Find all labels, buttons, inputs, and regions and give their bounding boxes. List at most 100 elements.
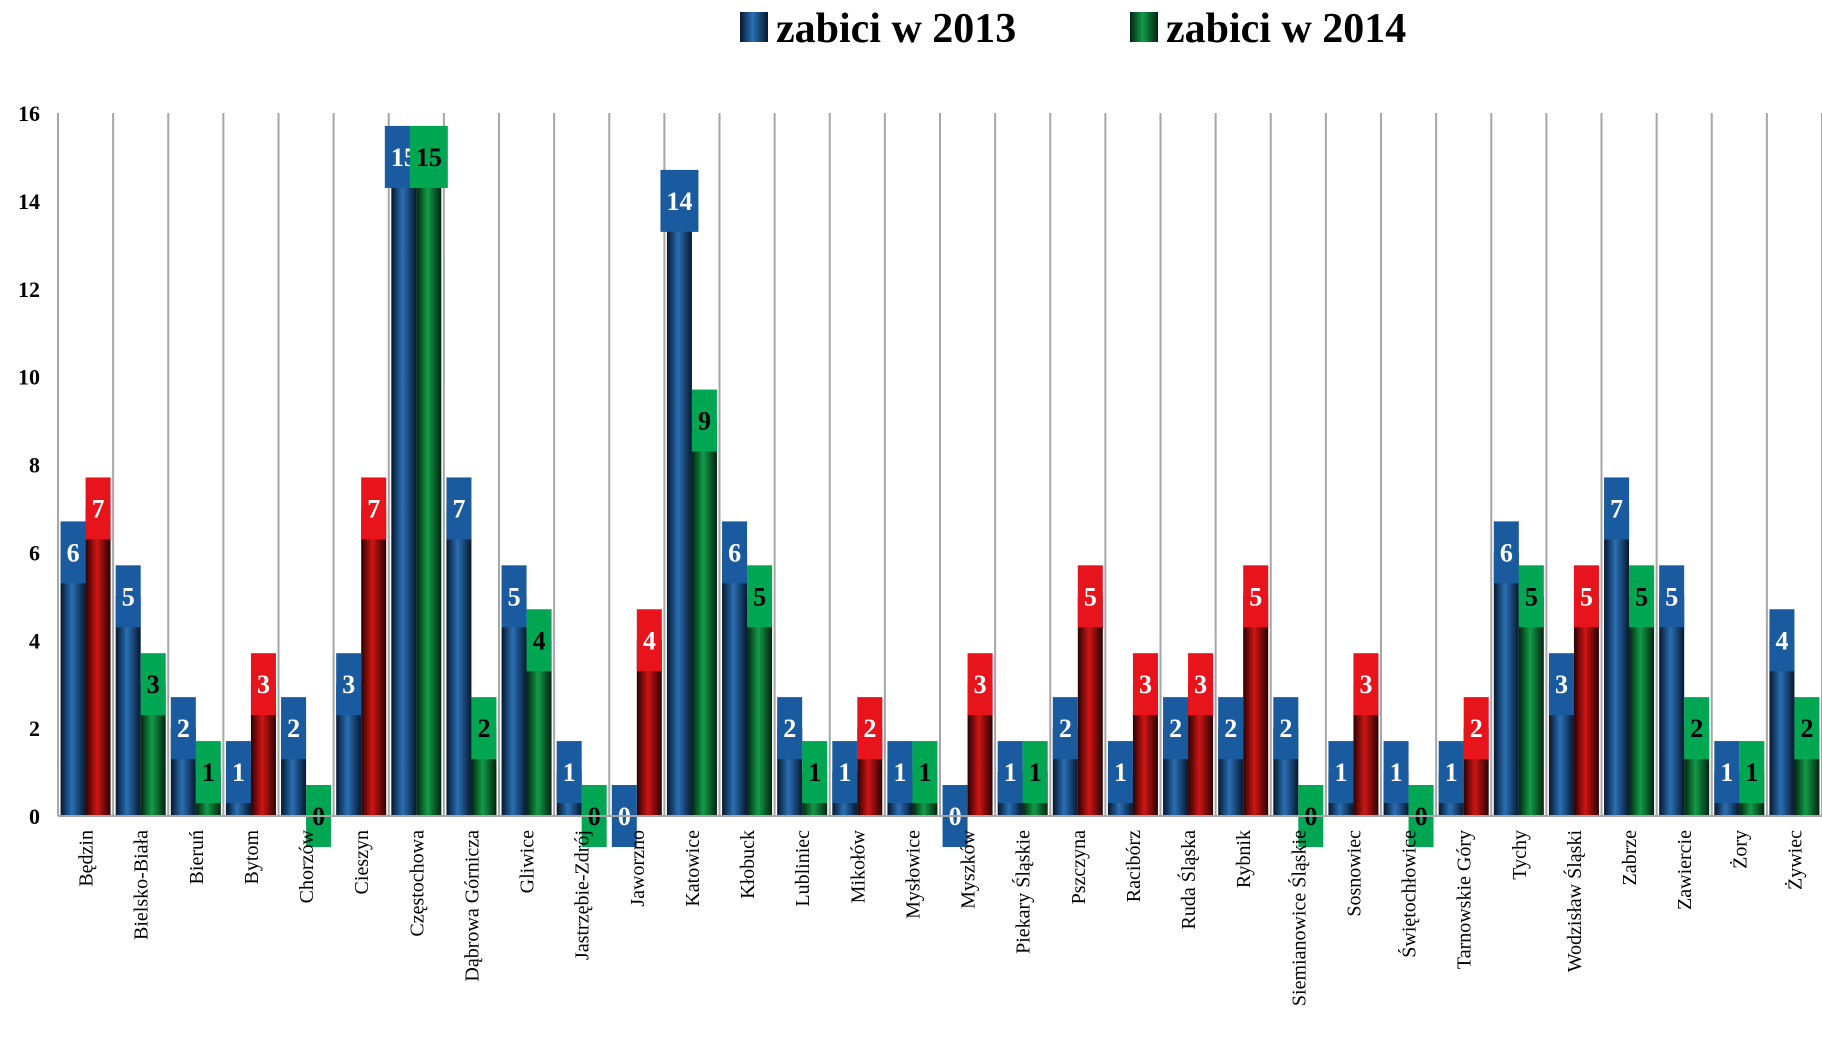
category-label-6: Częstochowa — [406, 830, 428, 937]
data-label-bg-2013-25 — [1438, 741, 1464, 804]
bar-2013-29 — [1659, 596, 1685, 816]
data-label-bg-2013-21 — [1218, 697, 1244, 760]
category-label-29: Zawiercie — [1674, 830, 1696, 910]
data-label-bg-2014-23 — [1353, 653, 1379, 716]
data-label-bg-2014-15 — [912, 741, 938, 804]
bar-2013-11 — [666, 200, 692, 816]
data-label-2013-4: 2 — [287, 714, 300, 743]
bar-2014-27 — [1573, 596, 1599, 816]
y-tick-label-2: 2 — [29, 716, 40, 741]
bar-2013-1 — [115, 596, 141, 816]
data-label-2014-7: 2 — [477, 714, 490, 743]
category-label-23: Sosnowiec — [1343, 830, 1365, 917]
data-label-2013-0: 6 — [67, 538, 80, 567]
category-label-24: Świętochłowice — [1397, 830, 1421, 958]
legend-item-2014: zabici w 2014 — [1130, 6, 1406, 52]
legend-label-2014: zabici w 2014 — [1166, 6, 1406, 52]
data-label-2013-5: 3 — [342, 670, 355, 699]
y-tick-label-14: 14 — [18, 189, 40, 214]
data-label-2014-29: 2 — [1690, 714, 1703, 743]
data-label-2013-12: 6 — [728, 538, 741, 567]
bar-2014-11 — [691, 420, 717, 816]
category-label-3: Bytom — [241, 830, 263, 885]
data-label-bg-2014-6 — [409, 125, 448, 188]
data-label-bg-2013-8 — [501, 565, 527, 628]
data-label-bg-2013-19 — [1107, 741, 1133, 804]
category-label-13: Lubliniec — [792, 830, 814, 907]
bar-2013-6 — [391, 156, 417, 816]
data-label-2014-21: 5 — [1249, 582, 1262, 611]
data-label-bg-2014-1 — [140, 653, 166, 716]
data-label-2014-27: 5 — [1580, 582, 1593, 611]
category-label-2: Bieruń — [186, 830, 208, 884]
data-label-bg-2013-5 — [336, 653, 362, 716]
category-label-9: Jastrzębie-Zdrój — [572, 830, 594, 960]
category-label-15: Mysłowice — [902, 830, 924, 919]
data-label-2013-28: 7 — [1610, 494, 1623, 523]
data-label-2014-20: 3 — [1194, 670, 1207, 699]
data-label-bg-2014-14 — [857, 697, 883, 760]
data-label-2013-30: 1 — [1720, 758, 1733, 787]
data-label-bg-2013-24 — [1383, 741, 1409, 804]
data-label-2014-5: 7 — [367, 494, 380, 523]
data-label-2014-10: 4 — [643, 626, 656, 655]
data-label-2014-6: 15 — [416, 143, 442, 172]
data-label-bg-2014-19 — [1132, 653, 1158, 716]
legend-label-2013: zabici w 2013 — [776, 6, 1016, 52]
data-label-bg-2013-1 — [115, 565, 141, 628]
category-label-0: Będzin — [76, 830, 98, 887]
y-tick-label-16: 16 — [18, 101, 40, 126]
data-label-2014-0: 7 — [92, 494, 105, 523]
category-label-17: Piekary Śląskie — [1011, 830, 1035, 954]
data-label-bg-2013-15 — [887, 741, 913, 804]
data-label-2014-18: 5 — [1084, 582, 1097, 611]
data-label-bg-2014-16 — [967, 653, 993, 716]
data-label-bg-2014-31 — [1794, 697, 1820, 760]
data-label-bg-2013-9 — [556, 741, 582, 804]
data-label-2013-24: 1 — [1390, 758, 1403, 787]
data-label-2014-17: 1 — [1029, 758, 1042, 787]
data-label-2014-19: 3 — [1139, 670, 1152, 699]
legend-item-2013: zabici w 2013 — [740, 6, 1016, 52]
bar-2014-6 — [416, 156, 442, 816]
data-label-bg-2014-30 — [1739, 741, 1765, 804]
category-label-11: Katowice — [682, 830, 704, 907]
data-label-bg-2014-17 — [1022, 741, 1048, 804]
data-label-2013-13: 2 — [783, 714, 796, 743]
data-label-2014-8: 4 — [533, 626, 546, 655]
category-label-5: Cieszyn — [351, 830, 373, 894]
data-label-bg-2014-21 — [1243, 565, 1269, 628]
bar-2014-28 — [1629, 596, 1655, 816]
data-label-2013-19: 1 — [1114, 758, 1127, 787]
data-label-bg-2013-22 — [1273, 697, 1299, 760]
data-label-bg-2013-2 — [170, 697, 196, 760]
data-label-bg-2014-3 — [250, 653, 276, 716]
y-tick-label-6: 6 — [29, 540, 40, 565]
data-label-bg-2013-13 — [777, 697, 803, 760]
data-label-bg-2013-4 — [281, 697, 307, 760]
data-label-2014-26: 5 — [1525, 582, 1538, 611]
data-label-2013-14: 1 — [838, 758, 851, 787]
category-label-22: Siemianowice Śląskie — [1286, 830, 1310, 1006]
data-label-2013-17: 1 — [1004, 758, 1017, 787]
data-label-bg-2013-31 — [1769, 609, 1795, 672]
data-label-bg-2013-26 — [1493, 521, 1519, 584]
data-label-bg-2014-28 — [1629, 565, 1655, 628]
data-label-bg-2013-17 — [997, 741, 1023, 804]
data-label-bg-2013-30 — [1714, 741, 1740, 804]
data-label-2013-11: 14 — [666, 187, 692, 216]
bar-2014-5 — [361, 508, 387, 816]
legend-swatch-2014 — [1130, 12, 1158, 42]
data-label-bg-2014-18 — [1077, 565, 1103, 628]
data-label-2013-7: 7 — [452, 494, 465, 523]
data-label-2013-22: 2 — [1279, 714, 1292, 743]
data-label-2013-18: 2 — [1059, 714, 1072, 743]
data-label-2014-13: 1 — [808, 758, 821, 787]
data-label-2014-23: 3 — [1359, 670, 1372, 699]
category-label-25: Tarnowskie Góry — [1454, 830, 1476, 969]
data-label-bg-2013-14 — [832, 741, 858, 804]
data-label-2014-28: 5 — [1635, 582, 1648, 611]
data-label-2014-11: 9 — [698, 407, 711, 436]
data-label-bg-2013-23 — [1328, 741, 1354, 804]
